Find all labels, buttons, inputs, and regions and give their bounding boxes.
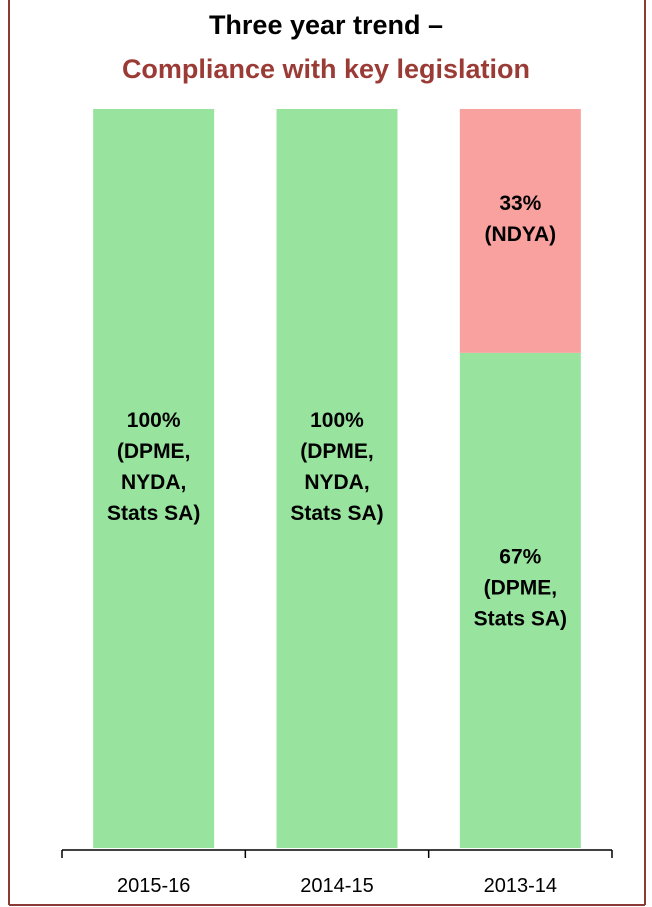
bar-segment xyxy=(276,109,398,848)
chart-subtitle: Compliance with key legislation xyxy=(121,54,531,84)
bar-segment xyxy=(459,352,581,848)
data-label: 100% (DPME, NYDA, Stats SA) xyxy=(290,408,384,525)
x-tick-label: 2013-14 xyxy=(484,875,557,897)
data-label: 67% (DPME, Stats SA) xyxy=(473,545,568,631)
data-label: 100% (DPME, NYDA, Stats SA) xyxy=(106,408,201,525)
bar-segment xyxy=(93,109,215,848)
bar-segment xyxy=(459,109,581,353)
x-tick-label: 2015-16 xyxy=(117,875,190,897)
x-tick-label: 2014-15 xyxy=(300,875,373,897)
chart-title: Three year trend – xyxy=(208,10,444,40)
data-label: 33% (NDYA) xyxy=(484,191,557,246)
